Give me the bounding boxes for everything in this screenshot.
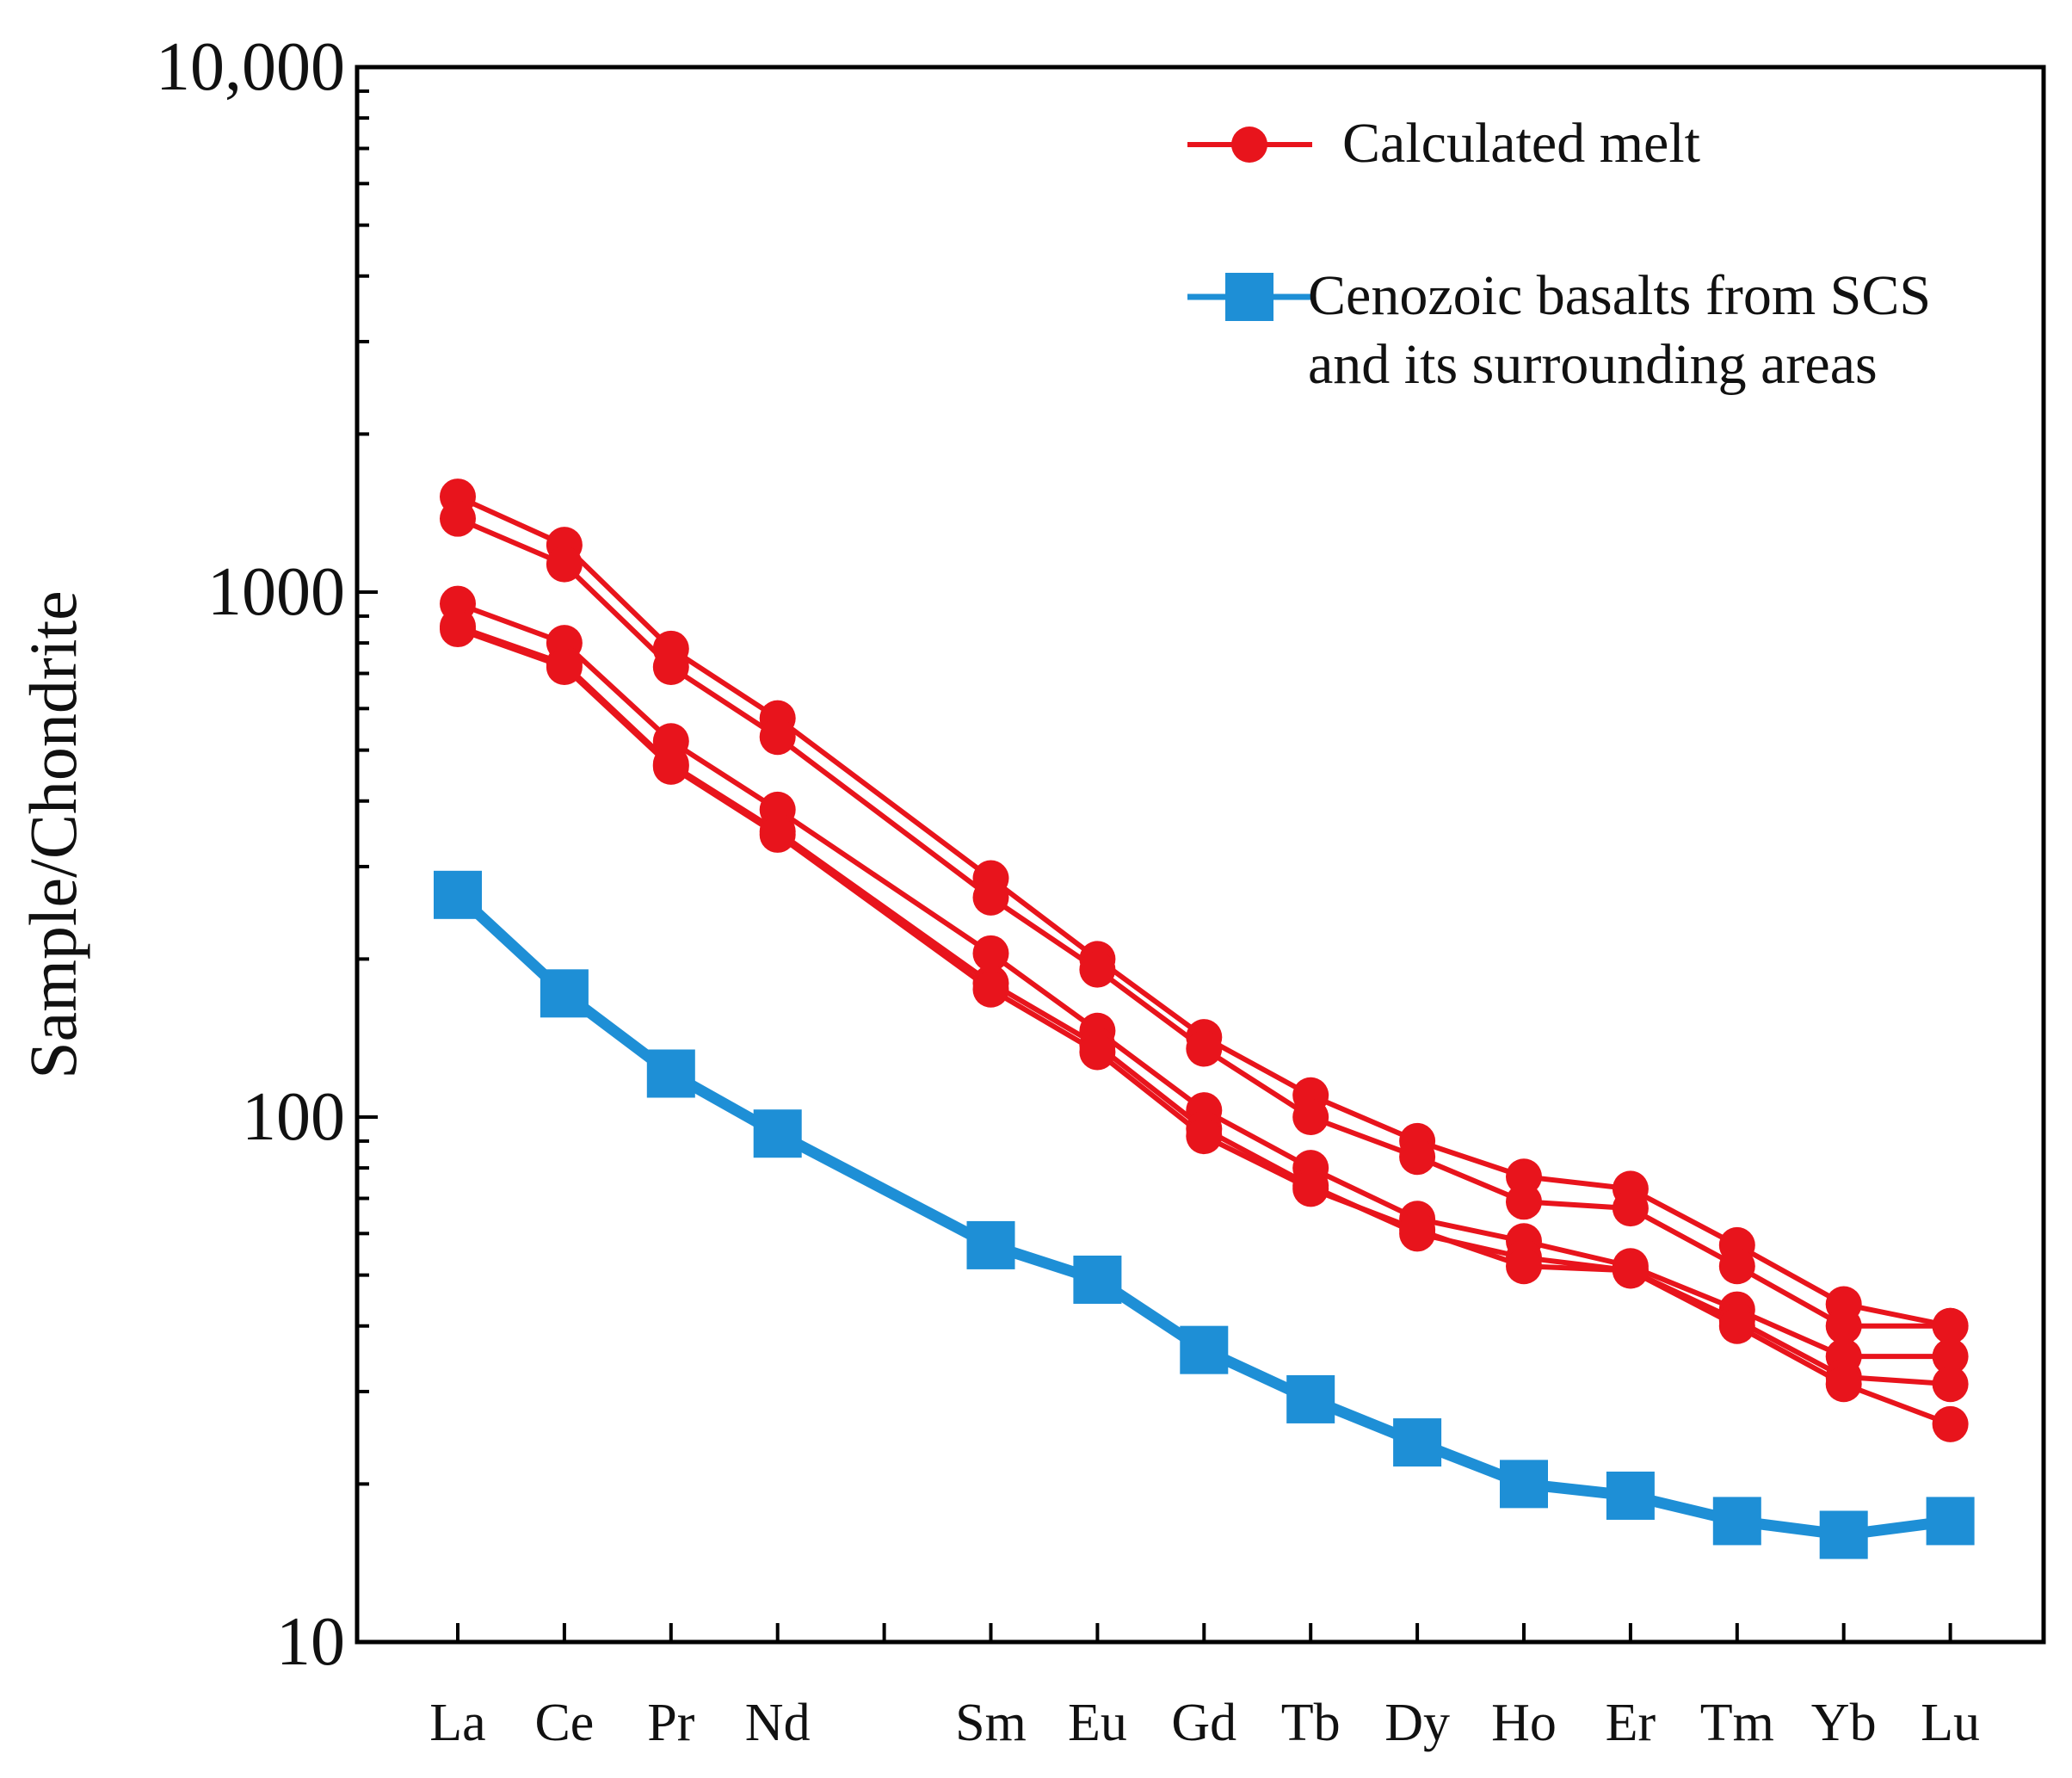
data-point-circle — [1292, 1170, 1329, 1207]
data-point-circle — [1506, 1248, 1542, 1285]
series-line — [456, 627, 1952, 1427]
x-tick-label-Nd: Nd — [745, 1694, 811, 1752]
legend-label: and its surrounding areas — [1308, 333, 1878, 396]
data-point-circle — [1932, 1338, 1969, 1375]
legend-marker-circle — [1231, 127, 1267, 163]
data-point-square — [434, 870, 482, 919]
data-point-circle — [1506, 1183, 1542, 1220]
x-tick-label-Yb: Yb — [1811, 1694, 1877, 1752]
x-tick-label-Dy: Dy — [1384, 1694, 1450, 1752]
series-layer — [434, 478, 1975, 1559]
data-point-circle — [1292, 1099, 1329, 1135]
data-point-circle — [1825, 1307, 1862, 1344]
x-tick-label-Tm: Tm — [1700, 1694, 1774, 1752]
data-point-circle — [759, 816, 796, 853]
data-point-circle — [1399, 1139, 1436, 1176]
data-point-square — [966, 1220, 1015, 1269]
series-melt-1 — [440, 500, 1969, 1344]
data-point-square — [646, 1049, 695, 1098]
data-point-circle — [1718, 1307, 1755, 1344]
data-point-square — [1286, 1374, 1335, 1423]
y-axis: 10 100 1000 10,000 — [156, 29, 378, 1680]
data-point-circle — [1079, 1034, 1116, 1071]
data-point-square — [1073, 1255, 1122, 1304]
series-melt-0 — [440, 478, 1969, 1344]
data-point-circle — [1932, 1405, 1969, 1442]
series-melt-4 — [440, 611, 1969, 1442]
data-point-circle — [1506, 1158, 1542, 1195]
series-line — [456, 601, 1951, 1360]
data-point-circle — [972, 935, 1009, 972]
x-tick-label-La: La — [429, 1694, 485, 1752]
data-point-square — [1393, 1418, 1442, 1467]
data-point-circle — [1612, 1190, 1649, 1227]
legend: Calculated melt Cenozoic basalts from SCS… — [1187, 112, 1931, 396]
data-point-circle — [1079, 951, 1116, 988]
data-point-circle — [1186, 1030, 1223, 1067]
data-point-square — [1500, 1460, 1548, 1509]
x-axis: La Ce Pr Nd Sm Eu Gd Tb Dy Ho Er Tm Yb Lu — [429, 1623, 1980, 1752]
y-tick-label: 10 — [276, 1604, 345, 1680]
series-line — [453, 891, 1952, 1540]
data-point-circle — [759, 719, 796, 756]
data-point-square — [1926, 1497, 1975, 1546]
data-point-square — [1712, 1497, 1761, 1546]
x-tick-label-Gd: Gd — [1171, 1694, 1236, 1752]
data-point-circle — [546, 546, 583, 583]
legend-label: Calculated melt — [1342, 112, 1700, 175]
data-point-circle — [440, 611, 476, 648]
data-point-circle — [1399, 1211, 1436, 1248]
legend-entry-melt: Calculated melt — [1187, 112, 1700, 175]
x-tick-label-Pr: Pr — [647, 1694, 694, 1752]
x-tick-label-Eu: Eu — [1068, 1694, 1127, 1752]
data-point-square — [540, 969, 589, 1018]
data-point-circle — [440, 500, 476, 537]
legend-marker-square — [1225, 273, 1273, 321]
data-point-circle — [1612, 1252, 1649, 1289]
data-point-circle — [652, 649, 689, 686]
x-tick-label-Er: Er — [1606, 1694, 1656, 1752]
y-tick-label: 10,000 — [156, 29, 345, 105]
x-tick-label-Sm: Sm — [955, 1694, 1027, 1752]
series-line — [456, 494, 1952, 1329]
data-point-circle — [546, 649, 583, 686]
plot-frame — [355, 65, 2046, 1645]
x-tick-label-Ce: Ce — [534, 1694, 594, 1752]
y-tick-label: 1000 — [207, 554, 345, 630]
data-point-circle — [1186, 1118, 1223, 1155]
data-point-square — [1180, 1325, 1229, 1374]
data-point-circle — [652, 748, 689, 785]
data-point-square — [1606, 1471, 1655, 1520]
data-point-circle — [972, 971, 1009, 1008]
data-point-circle — [1718, 1248, 1755, 1285]
series-basalt — [434, 870, 1975, 1559]
y-tick-label: 100 — [242, 1079, 345, 1155]
y-axis-title: Sample/Chondrite — [15, 590, 90, 1079]
x-tick-label-Ho: Ho — [1491, 1694, 1557, 1752]
legend-label: Cenozoic basalts from SCS — [1308, 264, 1931, 327]
x-tick-label-Lu: Lu — [1921, 1694, 1980, 1752]
data-point-circle — [1932, 1307, 1969, 1344]
data-point-square — [753, 1109, 802, 1158]
data-point-circle — [1932, 1366, 1969, 1403]
x-tick-label-Tb: Tb — [1281, 1694, 1341, 1752]
series-line — [456, 515, 1951, 1329]
data-point-circle — [972, 879, 1009, 916]
data-point-circle — [1825, 1366, 1862, 1403]
data-point-square — [1819, 1510, 1868, 1559]
